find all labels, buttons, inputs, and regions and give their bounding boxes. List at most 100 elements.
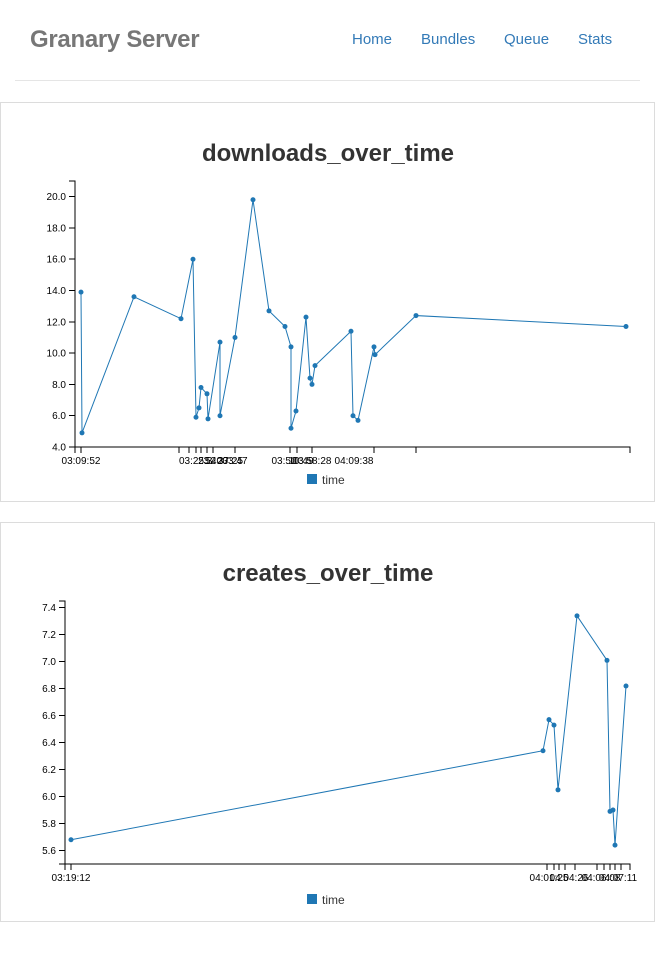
data-point[interactable]: [79, 430, 85, 436]
x-tick-label: 04:01:25: [530, 873, 569, 884]
data-point[interactable]: [574, 613, 580, 619]
data-point[interactable]: [623, 683, 629, 689]
x-tick-label: 23: [217, 456, 229, 467]
data-point[interactable]: [307, 375, 313, 381]
data-point[interactable]: [217, 339, 223, 345]
chart-title: downloads_over_time: [202, 140, 454, 167]
x-tick-label: 40: [211, 456, 223, 467]
series-line-time: [80, 199, 627, 434]
data-point[interactable]: [282, 324, 288, 330]
x-tick-label: 03:50: [271, 456, 296, 467]
data-point[interactable]: [193, 414, 199, 420]
legend-label: time: [322, 473, 345, 487]
creates-chart-panel: creates_over_time 5.6 5.8 6.0 6.2 6.4 6.6 6.8 7…: [0, 522, 655, 922]
nav-stats[interactable]: Stats: [578, 31, 613, 48]
y-tick-label: 6.0: [52, 411, 66, 422]
data-point[interactable]: [623, 324, 629, 330]
data-point[interactable]: [303, 314, 309, 320]
x-tick-label: 37:25: [218, 456, 243, 467]
header-divider: [15, 80, 640, 81]
brand-logo[interactable]: Granary Server: [30, 26, 200, 53]
data-point[interactable]: [288, 344, 294, 350]
data-point[interactable]: [372, 352, 378, 358]
y-tick-label: 7.2: [42, 630, 56, 641]
y-tick-label: 7.0: [42, 657, 56, 668]
nav-bundles[interactable]: Bundles: [421, 31, 476, 48]
y-tick-label: 8.0: [52, 380, 66, 391]
x-tick-label: 23: [198, 456, 210, 467]
data-point[interactable]: [205, 416, 211, 422]
data-point[interactable]: [288, 425, 294, 431]
data-point[interactable]: [204, 391, 210, 397]
x-tick-label: 04:04:26: [550, 873, 589, 884]
x-tick-label: 03:58:28: [293, 456, 332, 467]
y-tick-label: 16.0: [47, 255, 67, 266]
data-point[interactable]: [371, 344, 377, 350]
data-point[interactable]: [312, 363, 318, 369]
data-point[interactable]: [350, 413, 356, 419]
y-tick-label: 4.0: [52, 443, 66, 454]
x-tick-label: 10:49: [288, 456, 313, 467]
data-point[interactable]: [232, 334, 238, 340]
data-point[interactable]: [293, 408, 299, 414]
data-point[interactable]: [131, 294, 137, 300]
y-tick-label: 5.6: [42, 846, 56, 857]
y-tick-label: 20.0: [47, 192, 67, 203]
x-axis: [64, 863, 631, 870]
data-point[interactable]: [546, 717, 552, 723]
x-tick-label: 04:09:38: [335, 456, 374, 467]
data-point[interactable]: [178, 316, 184, 322]
x-tick-label: 03:19:12: [52, 873, 91, 884]
y-tick-label: 6.2: [42, 765, 56, 776]
chart-title: creates_over_time: [223, 560, 434, 587]
downloads-chart-panel: downloads_over_time 4.0 6.0 8.0 10.0 12.0 14.…: [0, 102, 655, 502]
chart-legend: time: [307, 473, 345, 487]
data-point[interactable]: [604, 657, 610, 663]
navbar: Granary Server Home Bundles Queue Stats: [0, 0, 655, 80]
x-tick-label: 52: [205, 456, 217, 467]
data-point[interactable]: [309, 381, 315, 387]
data-point[interactable]: [551, 722, 557, 728]
y-tick-label: 7.4: [42, 603, 56, 614]
creates-chart: creates_over_time 5.6 5.8 6.0 6.2 6.4 6.6 6.8 7…: [42, 560, 638, 907]
data-point[interactable]: [78, 289, 84, 295]
y-axis: [59, 600, 66, 865]
y-tick-label: 6.8: [42, 684, 56, 695]
data-point[interactable]: [355, 417, 361, 423]
x-axis: [74, 446, 631, 453]
data-point[interactable]: [540, 748, 546, 754]
y-tick-label: 5.8: [42, 819, 56, 830]
data-point[interactable]: [196, 405, 202, 411]
data-point[interactable]: [68, 837, 74, 843]
downloads-chart: downloads_over_time 4.0 6.0 8.0 10.0 12.0 14.…: [47, 140, 631, 487]
data-point[interactable]: [266, 308, 272, 314]
y-tick-label: 14.0: [47, 286, 67, 297]
legend-swatch: [307, 474, 317, 484]
y-tick-label: 12.0: [47, 317, 67, 328]
data-point[interactable]: [190, 256, 196, 262]
series-line-time: [70, 614, 627, 846]
x-tick-label: 04:07:11: [599, 873, 638, 884]
data-point[interactable]: [610, 807, 616, 813]
x-tick-label: 03:25:3: [179, 456, 213, 467]
x-tick-label: 03:47: [222, 456, 247, 467]
x-tick-label: 04:06:08: [582, 873, 621, 884]
y-tick-label: 6.4: [42, 738, 56, 749]
nav-queue[interactable]: Queue: [504, 31, 550, 48]
legend-label: time: [322, 893, 345, 907]
y-tick-label: 10.0: [47, 349, 67, 360]
data-point[interactable]: [250, 197, 256, 203]
y-axis: [69, 180, 76, 448]
chart-legend: time: [307, 893, 345, 907]
data-point[interactable]: [555, 787, 561, 793]
data-point[interactable]: [348, 328, 354, 334]
data-point[interactable]: [198, 385, 204, 391]
data-point[interactable]: [217, 413, 223, 419]
legend-swatch: [307, 894, 317, 904]
nav-home[interactable]: Home: [352, 31, 393, 48]
y-tick-label: 18.0: [47, 223, 67, 234]
data-point[interactable]: [413, 313, 419, 319]
y-tick-label: 6.0: [42, 792, 56, 803]
x-tick-label: 03:09:52: [62, 456, 101, 467]
data-point[interactable]: [612, 842, 618, 848]
